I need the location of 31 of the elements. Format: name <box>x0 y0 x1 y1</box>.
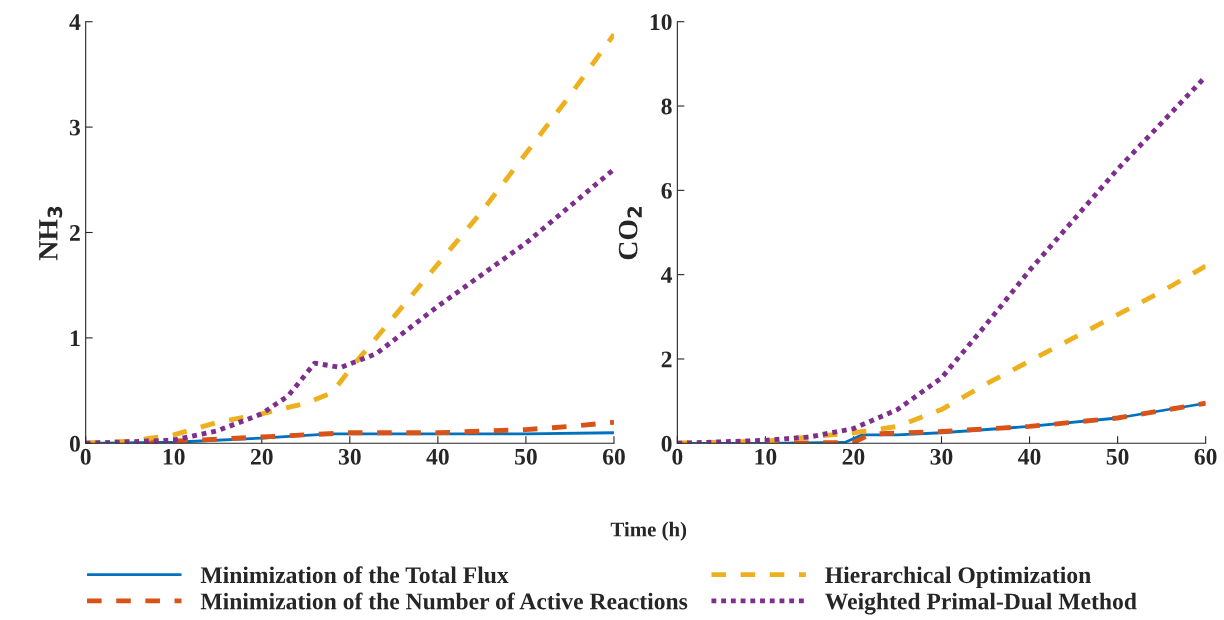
x-tick-label: 0 <box>672 448 683 465</box>
legend-label: Hierarchical Optimization <box>825 566 1091 588</box>
y-tick-label: 10 <box>650 14 672 31</box>
legend-label: Weighted Primal-Dual Method <box>825 592 1137 615</box>
y-tick-label: 4 <box>69 14 81 30</box>
x-tick-label: 50 <box>515 448 537 465</box>
x-tick-label: 60 <box>1194 448 1217 465</box>
y-tick-label: 2 <box>661 351 672 368</box>
y-tick-label: 2 <box>70 225 80 241</box>
x-tick-label: 30 <box>338 448 361 465</box>
legend-label: Minimization of the Number of Active Reactions <box>200 592 688 610</box>
x-tick-label: 10 <box>163 448 185 465</box>
x-tick-label: 40 <box>426 448 449 465</box>
y-tick-label: 6 <box>661 182 672 199</box>
y-tick-label: 8 <box>661 98 672 115</box>
legend-label: Minimization of the Total Flux <box>200 566 509 584</box>
y-tick-label: 0 <box>69 435 80 452</box>
x-tick-label: 60 <box>602 448 625 465</box>
y-axis-title: NH$_{3}$ <box>39 206 63 261</box>
y-tick-label: 3 <box>69 119 81 136</box>
y-tick-label: 0 <box>661 435 672 452</box>
y-axis-title: CO$_{2}$ <box>618 206 642 260</box>
x-tick-label: 40 <box>1018 448 1041 465</box>
x-tick-label: 20 <box>250 448 273 465</box>
y-tick-label: 4 <box>661 267 673 283</box>
x-tick-label: 20 <box>842 448 865 465</box>
x-tick-label: 50 <box>1106 448 1129 465</box>
y-tick-label: 1 <box>70 330 80 347</box>
x-tick-label: 30 <box>930 448 953 465</box>
x-tick-label: 10 <box>755 448 777 465</box>
x-axis-title: Time (h) <box>610 521 687 541</box>
